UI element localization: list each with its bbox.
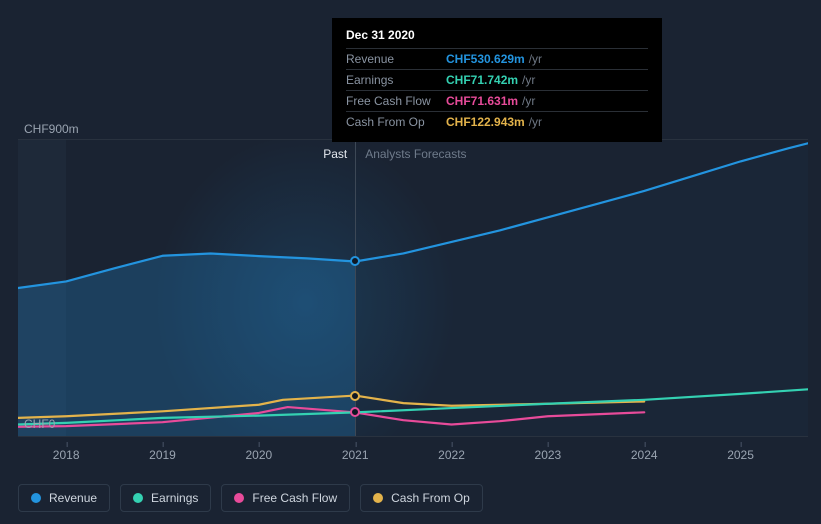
legend-label: Earnings: [151, 491, 198, 505]
x-tick: 2020: [245, 448, 272, 462]
tooltip-row-value: CHF530.629m: [446, 52, 525, 66]
legend-item-free_cash_flow[interactable]: Free Cash Flow: [221, 484, 350, 512]
legend-item-earnings[interactable]: Earnings: [120, 484, 211, 512]
tooltip-row-unit: /yr: [522, 94, 535, 108]
tooltip-row-unit: /yr: [522, 73, 535, 87]
tooltip-row-value: CHF122.943m: [446, 115, 525, 129]
tooltip-row: Free Cash FlowCHF71.631m/yr: [346, 90, 648, 111]
x-tick: 2023: [535, 448, 562, 462]
highlight-marker-revenue: [350, 256, 360, 266]
x-tick: 2021: [342, 448, 369, 462]
tooltip: Dec 31 2020 RevenueCHF530.629m/yrEarning…: [332, 18, 662, 142]
tooltip-row-value: CHF71.742m: [446, 73, 518, 87]
tooltip-date: Dec 31 2020: [346, 28, 648, 48]
tooltip-row: Cash From OpCHF122.943m/yr: [346, 111, 648, 132]
x-axis: 2018 2019 2020 2021 2022 2023 2024 2025: [18, 442, 808, 466]
legend-label: Cash From Op: [391, 491, 470, 505]
legend-item-revenue[interactable]: Revenue: [18, 484, 110, 512]
x-tick: 2018: [53, 448, 80, 462]
tooltip-row-unit: /yr: [529, 115, 542, 129]
legend-swatch: [373, 493, 383, 503]
tooltip-row-label: Earnings: [346, 73, 446, 87]
legend-swatch: [133, 493, 143, 503]
x-tick: 2024: [631, 448, 658, 462]
tooltip-row-unit: /yr: [529, 52, 542, 66]
x-tick: 2019: [149, 448, 176, 462]
gridline-bottom: [18, 436, 808, 437]
y-axis-label-min: CHF0: [24, 417, 55, 431]
legend-item-cash_from_op[interactable]: Cash From Op: [360, 484, 483, 512]
legend-swatch: [234, 493, 244, 503]
tooltip-row-label: Cash From Op: [346, 115, 446, 129]
tooltip-row-label: Revenue: [346, 52, 446, 66]
tooltip-row: EarningsCHF71.742m/yr: [346, 69, 648, 90]
y-axis-label-max: CHF900m: [24, 122, 79, 136]
tooltip-row: RevenueCHF530.629m/yr: [346, 48, 648, 69]
highlight-marker-cash_from_op: [350, 391, 360, 401]
legend: Revenue Earnings Free Cash Flow Cash From O…: [18, 484, 483, 512]
financials-chart: CHF900m Past Analysts Forecasts CHF0 201…: [0, 0, 821, 524]
plot-area[interactable]: [18, 140, 808, 436]
tooltip-row-label: Free Cash Flow: [346, 94, 446, 108]
legend-swatch: [31, 493, 41, 503]
legend-label: Free Cash Flow: [252, 491, 337, 505]
x-tick: 2022: [438, 448, 465, 462]
x-tick: 2025: [727, 448, 754, 462]
highlight-marker-free_cash_flow: [350, 407, 360, 417]
region-label-past: Past: [323, 147, 347, 161]
region-label-forecast: Analysts Forecasts: [365, 147, 466, 161]
tooltip-row-value: CHF71.631m: [446, 94, 518, 108]
legend-label: Revenue: [49, 491, 97, 505]
